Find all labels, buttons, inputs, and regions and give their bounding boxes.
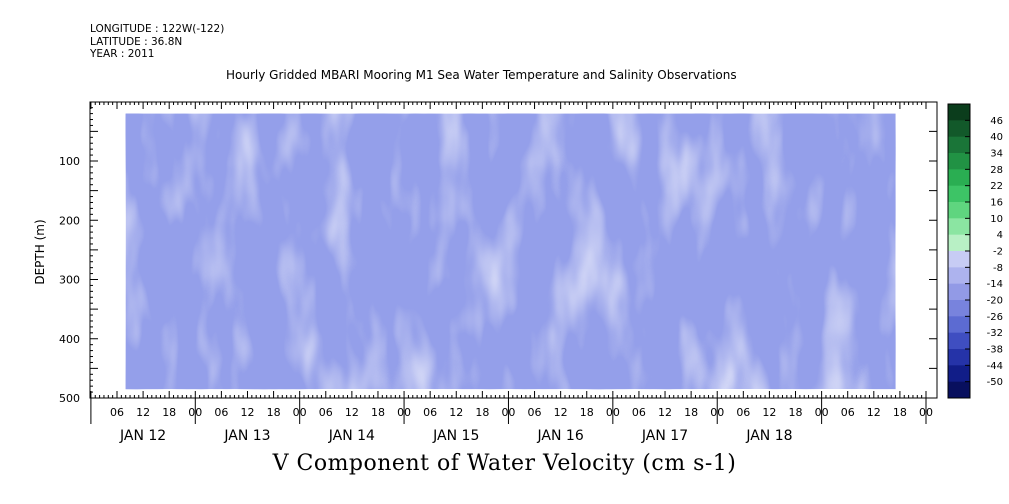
x-tick-label: 06 bbox=[214, 406, 228, 419]
x-tick-label: 00 bbox=[606, 406, 620, 419]
colorbar-swatch bbox=[948, 267, 970, 285]
x-tick-label: 18 bbox=[684, 406, 698, 419]
colorbar-swatch bbox=[948, 300, 970, 317]
colorbar-label: 28 bbox=[990, 165, 1003, 176]
colorbar-swatch bbox=[948, 120, 970, 138]
colorbar: 46 40 34 28 22 16 10 4 -2 -8 -14 -20 -26 -32 -38 -44 -50 bbox=[947, 103, 1003, 399]
y-tick-label: 100 bbox=[59, 155, 80, 168]
colorbar-swatch bbox=[948, 316, 970, 334]
colorbar-label: 34 bbox=[990, 149, 1003, 160]
x-tick-label: 00 bbox=[293, 406, 307, 419]
velocity-field-raster bbox=[125, 113, 896, 390]
x-tick-label: 18 bbox=[789, 406, 803, 419]
x-day-label: JAN 14 bbox=[328, 428, 375, 444]
x-tick-label: 00 bbox=[501, 406, 515, 419]
colorbar-label: -8 bbox=[993, 263, 1003, 274]
colorbar-label: 46 bbox=[990, 116, 1003, 127]
x-tick-label: 06 bbox=[110, 406, 124, 419]
x-tick-label: 00 bbox=[188, 406, 202, 419]
x-day-label: JAN 16 bbox=[537, 428, 584, 444]
colorbar-label: 16 bbox=[990, 198, 1003, 209]
x-tick-label: 18 bbox=[580, 406, 594, 419]
x-day-label: JAN 18 bbox=[745, 428, 792, 444]
colorbar-swatch bbox=[948, 169, 970, 187]
x-tick-label: 00 bbox=[710, 406, 724, 419]
colorbar-swatch bbox=[948, 185, 970, 203]
colorbar-swatch bbox=[948, 365, 970, 383]
x-tick-label: 12 bbox=[136, 406, 150, 419]
x-tick-label: 12 bbox=[867, 406, 881, 419]
x-tick-label: 18 bbox=[475, 406, 489, 419]
colorbar-swatch bbox=[948, 202, 970, 219]
colorbar-label: -26 bbox=[987, 312, 1003, 323]
plot-title: Hourly Gridded MBARI Mooring M1 Sea Wate… bbox=[226, 68, 737, 82]
x-tick-label: 12 bbox=[240, 406, 254, 419]
velocity-field bbox=[125, 113, 896, 390]
x-tick-label: 18 bbox=[162, 406, 176, 419]
x-day-label: JAN 17 bbox=[641, 428, 688, 444]
x-tick-label: 12 bbox=[762, 406, 776, 419]
longitude-label: LONGITUDE : 122W(-122) bbox=[90, 23, 225, 35]
x-tick-label: 12 bbox=[449, 406, 463, 419]
colorbar-swatch bbox=[948, 104, 970, 121]
x-tick-label: 00 bbox=[815, 406, 829, 419]
metadata-block: LONGITUDE : 122W(-122) LATITUDE : 36.8N … bbox=[90, 23, 224, 61]
x-tick-label: 06 bbox=[736, 406, 750, 419]
y-tick-label: 400 bbox=[59, 333, 80, 346]
x-tick-label: 18 bbox=[371, 406, 385, 419]
colorbar-label: 22 bbox=[990, 181, 1003, 192]
x-tick-label: 06 bbox=[423, 406, 437, 419]
colorbar-swatch bbox=[948, 283, 970, 301]
colorbar-label: -20 bbox=[987, 296, 1003, 307]
y-tick-label: 300 bbox=[59, 274, 80, 287]
x-day-label: JAN 15 bbox=[432, 428, 479, 444]
colorbar-label: -2 bbox=[993, 247, 1003, 258]
x-tick-label: 06 bbox=[528, 406, 542, 419]
latitude-label: LATITUDE : 36.8N bbox=[90, 35, 183, 48]
variable-title: V Component of Water Velocity (cm s-1) bbox=[272, 451, 737, 476]
x-tick-label: 12 bbox=[554, 406, 568, 419]
colorbar-swatch bbox=[948, 349, 970, 366]
colorbar-swatch bbox=[948, 332, 970, 350]
y-axis-label: DEPTH (m) bbox=[33, 219, 47, 284]
x-tick-label: 18 bbox=[893, 406, 907, 419]
x-tick-label: 06 bbox=[841, 406, 855, 419]
x-day-label: JAN 13 bbox=[223, 428, 270, 444]
y-tick-label: 500 bbox=[59, 392, 80, 405]
x-tick-label: 06 bbox=[632, 406, 646, 419]
colorbar-swatch bbox=[948, 218, 970, 236]
x-tick-label: 06 bbox=[319, 406, 333, 419]
colorbar-label: 10 bbox=[990, 214, 1003, 225]
colorbar-swatch bbox=[948, 381, 970, 399]
colorbar-label: 4 bbox=[997, 230, 1003, 241]
colorbar-swatch bbox=[948, 251, 970, 268]
plot-axes: 06 12 18 00 06 12 18 00 06 12 18 00 06 12 18 00 06 12 18 00… bbox=[33, 101, 938, 444]
colorbar-label: -32 bbox=[987, 328, 1003, 339]
x-day-label: JAN 12 bbox=[119, 428, 166, 444]
colorbar-swatch bbox=[948, 234, 970, 252]
colorbar-label: -14 bbox=[987, 279, 1003, 290]
colorbar-swatch bbox=[948, 136, 970, 154]
colorbar-label: -44 bbox=[987, 361, 1003, 372]
x-tick-label: 12 bbox=[658, 406, 672, 419]
colorbar-label: -38 bbox=[987, 345, 1003, 356]
x-tick-label: 18 bbox=[267, 406, 281, 419]
colorbar-label: 40 bbox=[990, 132, 1003, 143]
x-tick-label: 00 bbox=[397, 406, 411, 419]
x-tick-label: 00 bbox=[919, 406, 933, 419]
y-tick-label: 200 bbox=[59, 214, 80, 227]
colorbar-swatch bbox=[948, 153, 970, 170]
colorbar-label: -50 bbox=[987, 377, 1003, 388]
year-label: YEAR : 2011 bbox=[90, 48, 155, 60]
x-tick-label: 12 bbox=[345, 406, 359, 419]
